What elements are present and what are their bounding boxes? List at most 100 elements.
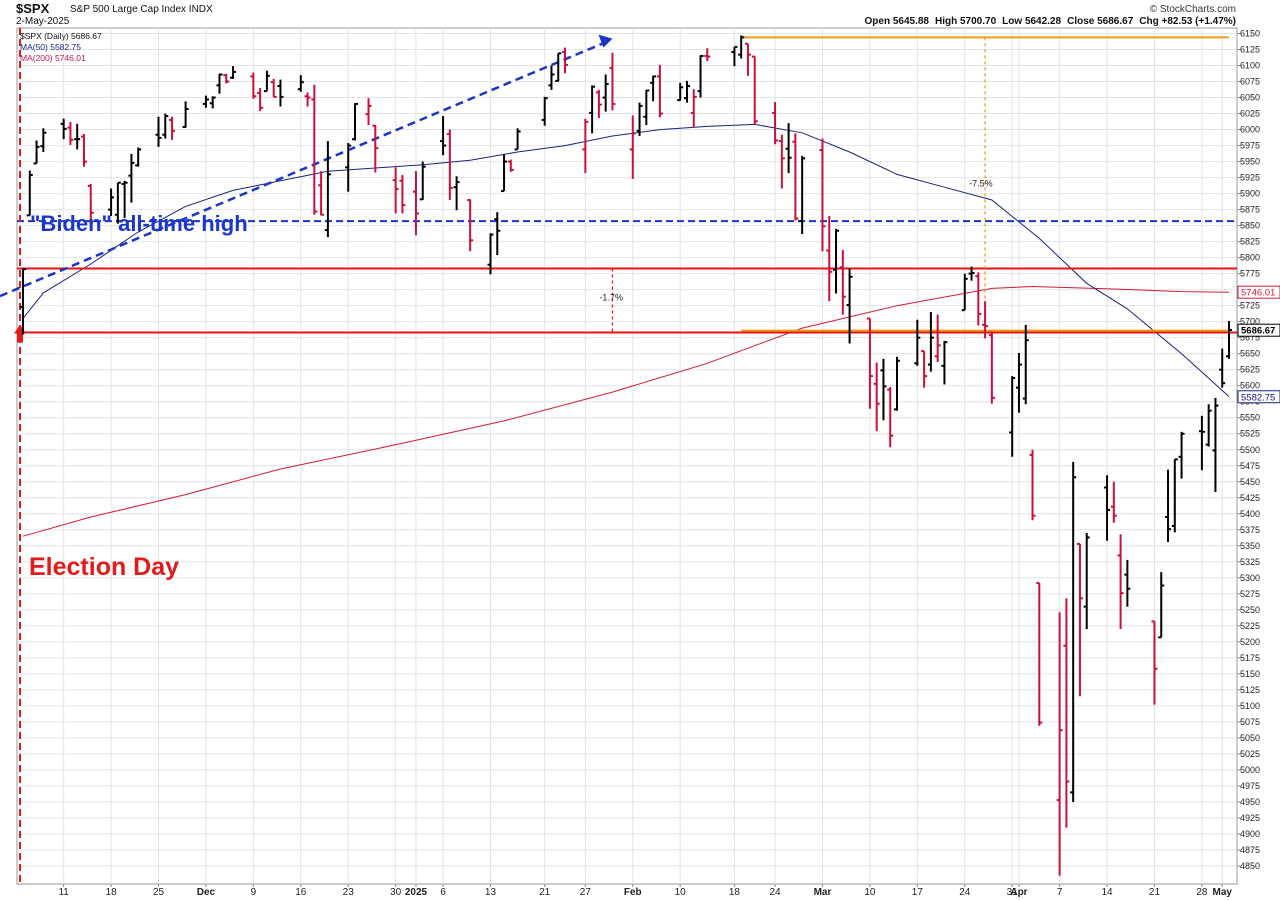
ohlc-bar [257,87,264,111]
ohlc-bar [121,180,128,218]
high-value: 5700.70 [960,16,997,27]
ohlc-bar [270,78,277,98]
exchange-label: INDX [188,4,213,15]
y-tick-label: 5550 [1240,413,1260,423]
ohlc-bar [772,102,779,145]
ohlc-bar [643,89,650,126]
x-tick-label: 30 [390,887,402,898]
x-tick-label: 21 [539,887,551,898]
ohlc-bar [839,249,846,315]
copyright-link[interactable]: © StockCharts.com [1149,4,1236,15]
x-tick-label: 24 [959,887,971,898]
ohlc-bar [372,124,379,173]
ohlc-bar [941,340,948,385]
ohlc-bar [677,82,684,102]
ohlc-bar [1151,620,1158,705]
ohlc-bar [826,216,833,302]
y-tick-label: 5725 [1240,301,1260,311]
ohlc-bar [683,80,690,103]
ohlc-bar [1212,397,1219,493]
election-day-annotation: Election Day [29,553,180,581]
y-tick-label: 5500 [1240,445,1260,455]
symbol-label: $SPX [16,1,50,16]
ohlc-bar [738,35,745,59]
ohlc-bar [650,75,657,102]
y-tick-label: 5325 [1240,557,1260,567]
ohlc-bar [440,116,447,156]
ohlc-bar [799,155,806,234]
x-tick-label: 21 [1149,887,1161,898]
legend-price: $SPX (Daily) 5686.67 [20,31,102,41]
ohlc-bar [778,134,785,189]
x-tick-label: 11 [58,887,69,898]
ohlc-bar [311,84,318,215]
y-tick-label: 4900 [1240,829,1260,839]
x-tick-label: 25 [153,887,165,898]
ohlc-bar [345,143,352,192]
y-tick-label: 5625 [1240,365,1260,375]
y-tick-label: 5250 [1240,605,1260,615]
ohlc-bar [988,331,995,404]
ohlc-bar [223,73,230,84]
ohlc-bar [1015,353,1022,413]
x-tick-label: Mar [814,887,832,898]
x-tick-label: Dec [197,887,216,898]
ohlc-bar [975,272,982,326]
ohlc-bar [846,268,853,344]
y-tick-label: 5050 [1240,733,1260,743]
y-tick-label: 5825 [1240,237,1260,247]
y-tick-label: 6125 [1240,45,1260,55]
ohlc-bar [602,74,609,112]
ohlc-bar [1022,324,1029,405]
ohlc-bar [1158,572,1165,639]
ma50-line [22,123,1230,397]
ohlc-bar [1063,598,1070,828]
low-value: 5642.28 [1024,16,1062,27]
ohlc-bar [927,312,934,372]
x-tick-label: Feb [624,887,642,898]
y-tick-label: 5300 [1240,573,1260,583]
ohlc-bar [74,123,81,150]
y-tick-label: 4925 [1240,813,1260,823]
ohlc-bar [1083,533,1090,630]
pct-small-label: -1.7% [599,292,623,302]
ohlc-bar [629,115,636,179]
y-tick-label: 5125 [1240,685,1260,695]
ohlc-bar [514,128,521,151]
y-tick-label: 5800 [1240,253,1260,263]
ohlc-bar [230,66,237,79]
y-tick-label: 5975 [1240,141,1260,151]
trend-arrow-head [598,34,613,48]
ohlc-bar [216,73,223,94]
ohlc-bar [67,121,74,145]
y-tick-label: 5350 [1240,541,1260,551]
y-tick-label: 5400 [1240,509,1260,519]
ohlc-bar [1056,612,1063,876]
open-label: Open [864,16,891,27]
ohlc-bar [1076,542,1083,697]
ohlc-bar [1009,376,1016,457]
ohlc-bar [351,102,358,141]
y-tick-label: 4950 [1240,797,1260,807]
y-tick-label: 5850 [1240,221,1260,231]
index-name: S&P 500 Large Cap Index [70,4,187,15]
ohlc-bar [507,159,514,172]
ohlc-bar [866,317,873,409]
price-axis: 6150 6125 6100 6075 6050 6025 6000 5975 5950 5925… [1237,29,1280,871]
close-label: Close [1067,16,1095,27]
ohlc-bar [1124,559,1131,607]
y-tick-label: 5075 [1240,717,1260,727]
high-label: High [935,16,958,27]
y-tick-label: 5100 [1240,701,1260,711]
ohlc-bar [1117,534,1124,630]
ohlc-bar [880,358,887,421]
ohlc-bar [690,89,697,128]
ohlc-bar [60,118,67,140]
trend-arrow-line [0,42,603,298]
ohlc-bar [894,356,901,411]
ohlc-bar [1070,461,1077,802]
y-tick-label: 5200 [1240,637,1260,647]
low-label: Low [1002,16,1023,27]
ohlc-bar [108,188,115,217]
